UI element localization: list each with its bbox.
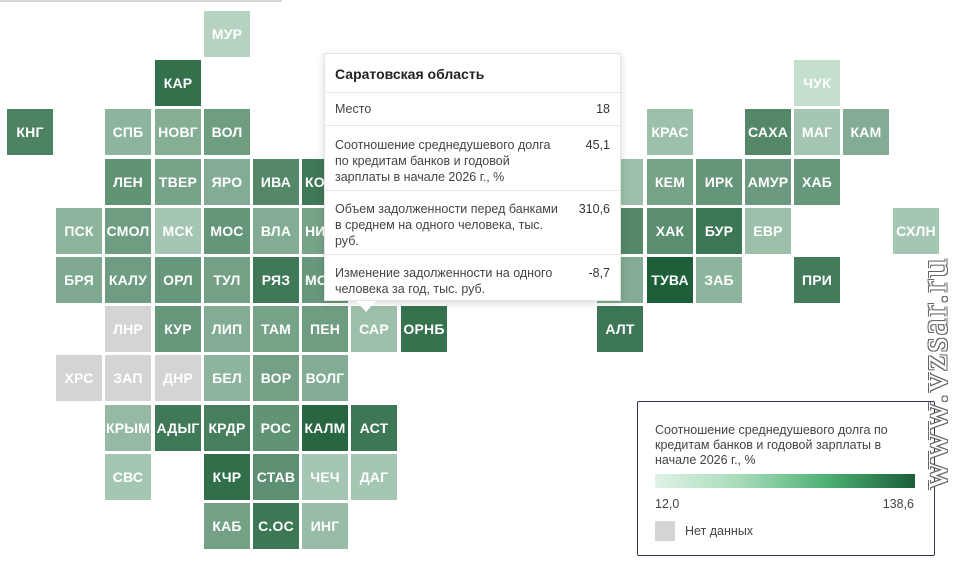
region-tile[interactable]: КЕМ: [647, 159, 693, 205]
region-tile[interactable]: ВОР: [253, 355, 299, 401]
region-tile[interactable]: САР: [351, 306, 397, 352]
watermark: www.vzsar.ru: [912, 190, 956, 555]
region-tile[interactable]: ЧЕЧ: [302, 454, 348, 500]
region-tile[interactable]: КРДР: [204, 405, 250, 451]
region-tile[interactable]: КУР: [155, 306, 201, 352]
region-tile[interactable]: ИВА: [253, 159, 299, 205]
region-tile[interactable]: ХРС: [56, 355, 102, 401]
region-tile[interactable]: СВС: [105, 454, 151, 500]
region-tile[interactable]: ХАБ: [794, 159, 840, 205]
region-tile[interactable]: ВОЛГ: [302, 355, 348, 401]
region-tile[interactable]: БРЯ: [56, 257, 102, 303]
region-tile[interactable]: КАЛУ: [105, 257, 151, 303]
tooltip-row-change: Изменение задолженности на одного челове…: [325, 255, 620, 305]
legend-gradient-bar: [655, 474, 915, 488]
region-tile[interactable]: ИРК: [696, 159, 742, 205]
region-tile[interactable]: РОС: [253, 405, 299, 451]
region-tile[interactable]: МУР: [204, 11, 250, 57]
tooltip-title: Саратовская область: [325, 54, 620, 93]
region-tile[interactable]: ОРНБ: [401, 306, 447, 352]
region-tile[interactable]: СПБ: [105, 109, 151, 155]
region-tile[interactable]: ПЕН: [302, 306, 348, 352]
region-tile[interactable]: ТАМ: [253, 306, 299, 352]
region-tile[interactable]: РЯЗ: [253, 257, 299, 303]
region-tile[interactable]: ЗАП: [105, 355, 151, 401]
color-legend: Соотношение среднедушевого долга по кред…: [637, 401, 935, 556]
region-tile[interactable]: ЛНР: [105, 306, 151, 352]
region-tooltip: Саратовская область Место 18 Соотношение…: [324, 53, 621, 301]
region-tile[interactable]: АДЫГ: [155, 405, 201, 451]
region-tile[interactable]: ЛЕН: [105, 159, 151, 205]
region-tile[interactable]: КАР: [155, 60, 201, 106]
region-tile[interactable]: МАГ: [794, 109, 840, 155]
region-tile[interactable]: НОВГ: [155, 109, 201, 155]
region-tile[interactable]: ДНР: [155, 355, 201, 401]
region-tile[interactable]: КРЫМ: [105, 405, 151, 451]
top-divider: [0, 0, 282, 2]
region-tile[interactable]: МОС: [204, 208, 250, 254]
region-tile[interactable]: САХА: [745, 109, 791, 155]
region-tile[interactable]: ОРЛ: [155, 257, 201, 303]
region-tile[interactable]: КАЛМ: [302, 405, 348, 451]
region-tile[interactable]: КНГ: [7, 109, 53, 155]
region-tile[interactable]: БЕЛ: [204, 355, 250, 401]
region-tile[interactable]: ПРИ: [794, 257, 840, 303]
legend-min-label: 12,0: [655, 497, 680, 511]
region-tile[interactable]: ТУЛ: [204, 257, 250, 303]
tooltip-value: -8,7: [588, 266, 610, 280]
region-tile[interactable]: ЕВР: [745, 208, 791, 254]
region-tile[interactable]: СМОЛ: [105, 208, 151, 254]
region-tile[interactable]: ИНГ: [302, 503, 348, 549]
region-tile[interactable]: ЗАБ: [696, 257, 742, 303]
region-tile[interactable]: ЧУК: [794, 60, 840, 106]
region-tile[interactable]: АЛТ: [597, 306, 643, 352]
region-tile[interactable]: КАМ: [843, 109, 889, 155]
watermark-text: www.vzsar.ru: [913, 256, 955, 489]
tooltip-pointer: [356, 301, 376, 312]
region-tile[interactable]: БУР: [696, 208, 742, 254]
region-tile[interactable]: ВОЛ: [204, 109, 250, 155]
region-tile[interactable]: КРАС: [647, 109, 693, 155]
region-tile[interactable]: АСТ: [351, 405, 397, 451]
tooltip-row-rank: Место 18: [325, 93, 620, 126]
region-tile[interactable]: ПСК: [56, 208, 102, 254]
tooltip-value: 18: [596, 102, 610, 116]
region-tile[interactable]: ТУВА: [647, 257, 693, 303]
tooltip-label: Объем задолженности перед банками в сред…: [335, 202, 558, 248]
region-tile[interactable]: МСК: [155, 208, 201, 254]
no-data-label: Нет данных: [685, 524, 754, 538]
region-tile[interactable]: ДАГ: [351, 454, 397, 500]
legend-max-label: 138,6: [882, 497, 914, 511]
region-tile[interactable]: СХЛН: [893, 208, 939, 254]
region-tile[interactable]: КЧР: [204, 454, 250, 500]
region-tile[interactable]: АМУР: [745, 159, 791, 205]
tooltip-value: 45,1: [585, 138, 610, 152]
legend-title: Соотношение среднедушевого долга по кред…: [655, 423, 888, 467]
region-tile[interactable]: ТВЕР: [155, 159, 201, 205]
tooltip-label: Соотношение среднедушевого долга по кред…: [335, 138, 551, 184]
tooltip-row-ratio: Соотношение среднедушевого долга по кред…: [325, 126, 620, 191]
tooltip-value: 310,6: [578, 202, 610, 216]
region-tile[interactable]: ЛИП: [204, 306, 250, 352]
tooltip-label: Изменение задолженности на одного челове…: [335, 266, 553, 296]
region-tile[interactable]: СТАВ: [253, 454, 299, 500]
region-tile[interactable]: ЯРО: [204, 159, 250, 205]
tooltip-row-debt: Объем задолженности перед банками в сред…: [325, 191, 620, 255]
region-tile[interactable]: С.ОС: [253, 503, 299, 549]
no-data-swatch: [655, 521, 675, 541]
region-tile[interactable]: ВЛА: [253, 208, 299, 254]
region-tile[interactable]: КАБ: [204, 503, 250, 549]
region-tile[interactable]: ХАК: [647, 208, 693, 254]
tooltip-label: Место: [335, 102, 372, 116]
